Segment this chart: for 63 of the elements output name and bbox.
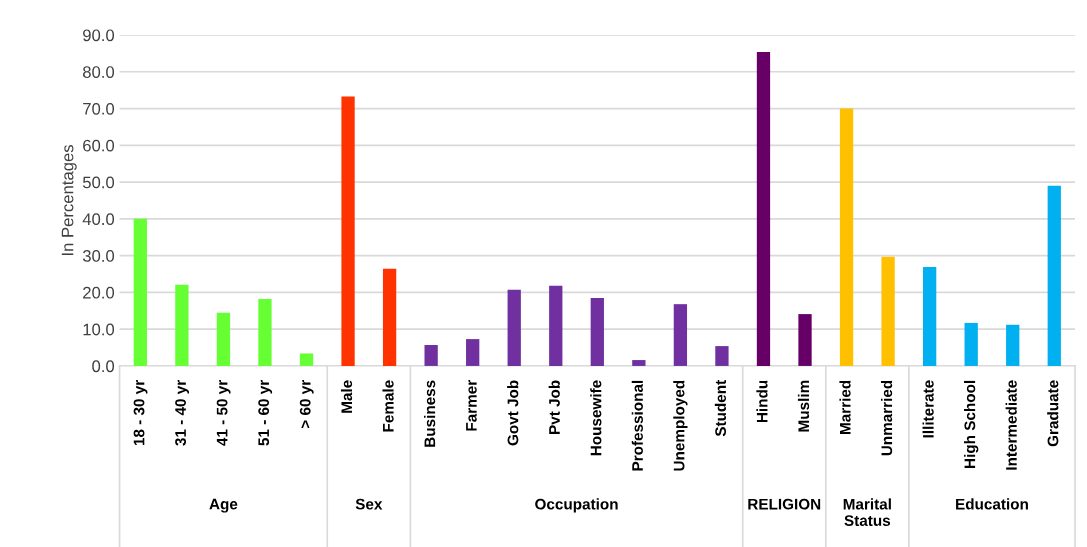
text: Marital Status	[843, 498, 891, 526]
bar	[632, 360, 646, 366]
y-tick-label: 50.0	[82, 176, 115, 189]
y-tick-label: 30.0	[82, 250, 115, 262]
bar	[299, 353, 314, 366]
bar	[258, 299, 272, 366]
x-tick-label: High School	[964, 380, 979, 468]
bar	[798, 314, 812, 366]
x-tick-label: > 60 yr	[299, 380, 314, 429]
bar	[923, 267, 937, 366]
text: Education	[956, 498, 1028, 510]
x-tick-label: Housewife	[590, 380, 602, 456]
x-tick-label: 51 - 60 yr	[258, 380, 273, 446]
x-tick-label: Professional	[631, 380, 643, 471]
bar	[964, 322, 978, 366]
bar	[839, 108, 854, 366]
y-tick-label: 20.0	[83, 286, 115, 299]
x-tick-label: Business	[424, 380, 436, 447]
x-tick-label: 31 - 40 yr	[175, 380, 189, 446]
bar	[756, 51, 771, 366]
text: Age	[209, 498, 238, 513]
y-tick-label: 70.0	[83, 102, 115, 115]
bar	[341, 96, 355, 366]
y-tick-label: 0.0	[92, 360, 115, 373]
bar	[673, 304, 688, 366]
bar	[133, 218, 147, 366]
x-tick-label: Illiterate	[922, 380, 934, 438]
x-tick-label: 18 - 30 yr	[133, 380, 148, 446]
x-tick-label: Farmer	[466, 380, 477, 431]
x-tick-label: Unemployed	[673, 380, 688, 471]
x-tick-label: Male	[340, 380, 353, 413]
y-tick-label: 90.0	[83, 29, 115, 42]
x-tick-label: Muslim	[797, 380, 810, 432]
y-tick-label: 80.0	[83, 66, 115, 78]
text: Sex	[355, 498, 383, 510]
bar	[590, 297, 604, 366]
x-tick-label: Unmarried	[880, 380, 893, 456]
x-tick-label: Graduate	[1047, 380, 1059, 447]
bar	[881, 256, 895, 366]
y-tick-label: 60.0	[83, 139, 115, 152]
y-axis-title: In Percentages	[61, 145, 77, 255]
x-tick-label: Intermediate	[1005, 380, 1017, 470]
y-tick-label: 10.0	[83, 323, 115, 336]
bar	[382, 268, 397, 366]
x-tick-label: Pvt Job	[548, 380, 560, 434]
bar	[549, 285, 563, 366]
bar	[216, 312, 231, 366]
x-tick-label: Female	[382, 380, 394, 432]
x-tick-label: Hindu	[756, 380, 768, 423]
x-tick-label: 41 - 50 yr	[216, 380, 231, 446]
bar	[424, 344, 438, 366]
x-tick-label: Govt Job	[507, 380, 519, 446]
x-tick-label: Married	[839, 380, 851, 434]
bar	[1006, 324, 1020, 366]
bar	[1047, 185, 1061, 366]
bar	[466, 339, 480, 366]
y-tick-label: 40.0	[82, 213, 115, 226]
text: Occupation	[535, 498, 618, 513]
bar	[175, 284, 189, 366]
x-tick-label: Student	[714, 380, 727, 437]
bar	[715, 346, 729, 366]
text: RELIGION	[748, 498, 821, 510]
bar	[507, 289, 521, 366]
